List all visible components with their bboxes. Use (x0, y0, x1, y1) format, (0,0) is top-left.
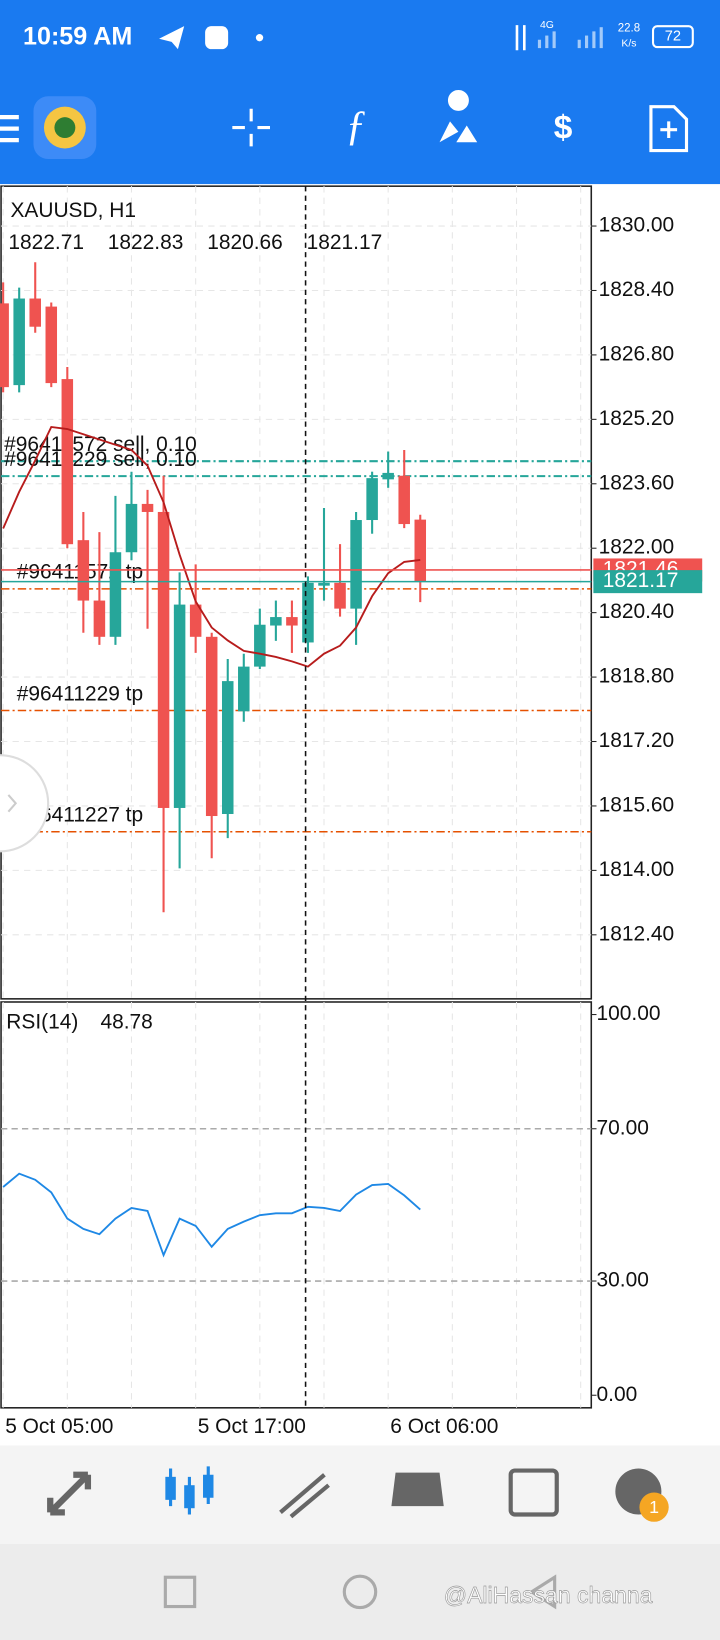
y-tick-label: 30.00 (597, 1269, 649, 1292)
candle-body (13, 298, 25, 386)
candle-body (125, 503, 138, 553)
candle-body (254, 624, 266, 667)
y-tick-label: 1817.20 (599, 729, 675, 752)
y-tick-label: 1826.80 (599, 342, 675, 365)
candle-body (45, 306, 58, 384)
candle-body (173, 604, 186, 808)
candle-body (398, 475, 410, 525)
candle-body (414, 519, 427, 582)
bid-badge (593, 570, 703, 594)
ohlc-high: 1822.83 (108, 231, 184, 254)
indicators-button[interactable]: ƒ (345, 103, 366, 149)
objects-button[interactable] (439, 89, 478, 143)
history-tab[interactable] (391, 1472, 444, 1507)
y-tick-label: 1823.60 (599, 471, 675, 494)
y-tick-label: 70.00 (597, 1116, 649, 1139)
y-tick-label: 1815.60 (599, 793, 675, 816)
clock: 10:59 AM (23, 22, 132, 50)
price-panel (0, 185, 593, 1000)
bottom-nav (0, 1445, 720, 1544)
candle-body (189, 604, 202, 637)
side-panel-handle[interactable] (0, 754, 50, 853)
candle-body (61, 379, 74, 545)
y-tick-label: 0.00 (597, 1383, 638, 1406)
dot (255, 33, 264, 42)
candle-body (238, 666, 250, 712)
candle-body (141, 503, 154, 512)
toolbar: ƒ $ (0, 89, 689, 159)
rsi-panel (0, 1001, 593, 1409)
candle-body (382, 472, 394, 480)
x-tick-label: 5 Oct 17:00 (198, 1415, 306, 1438)
ohlc-close: 1821.17 (307, 231, 383, 254)
symbol-title: XAUUSD, H1 (10, 199, 136, 222)
candle-body (221, 681, 234, 815)
y-tick-label: 1825.20 (599, 407, 675, 430)
badge-count: 1 (649, 1497, 659, 1517)
new-order-button[interactable] (649, 105, 689, 153)
quotes-tab[interactable] (47, 1471, 92, 1516)
order-label: #96411229 sell, 0.10 (4, 448, 197, 471)
plus (660, 121, 678, 139)
x-tick-label: 5 Oct 05:00 (5, 1415, 113, 1438)
candle-body (93, 600, 106, 637)
rsi-title: RSI(14) (6, 1010, 78, 1033)
ohlc-low: 1820.66 (207, 231, 283, 254)
net-speed-unit: K/s (621, 39, 636, 50)
candle-body (318, 582, 330, 586)
y-tick-label: 1812.40 (599, 922, 675, 945)
net-speed: 22.8 (618, 22, 640, 34)
candle-body (270, 617, 282, 626)
mt-logo-core (54, 117, 76, 139)
y-tick-label: 1820.40 (599, 600, 675, 623)
y-tick-label: 1830.00 (599, 214, 675, 237)
bid-label: 1821.17 (603, 569, 679, 592)
trade-button[interactable]: $ (554, 110, 573, 147)
news-tab[interactable] (508, 1468, 559, 1517)
y-tick-label: 1814.00 (599, 858, 675, 881)
watermark: @AliHassan channa (444, 1582, 653, 1608)
home-button[interactable] (342, 1574, 378, 1610)
x-tick-label: 6 Oct 06:00 (390, 1415, 498, 1438)
y-tick-label: 1818.80 (599, 665, 675, 688)
order-label: #96411229 tp (17, 682, 143, 705)
battery-level: 72 (665, 28, 681, 44)
chevron (7, 794, 18, 813)
moving-average (2, 425, 421, 668)
network-type: 4G (540, 20, 554, 31)
candle-body (205, 636, 218, 817)
candle-body (29, 298, 41, 327)
candle-body (302, 582, 314, 643)
menu-button[interactable] (0, 115, 19, 143)
y-tick-label: 1822.00 (599, 536, 675, 559)
signal-bars (537, 27, 603, 49)
order-label: #96411572 sell, 0.10 (4, 433, 197, 456)
candle-body (334, 582, 346, 609)
recents-button[interactable] (163, 1575, 197, 1609)
app-icon (205, 26, 229, 50)
system-nav (0, 1543, 720, 1640)
candle-body (366, 478, 378, 521)
rsi-line (2, 1172, 421, 1258)
trade-tab[interactable] (279, 1473, 330, 1519)
candle-body (109, 552, 122, 637)
data-arrows (515, 25, 526, 51)
rsi-value: 48.78 (100, 1010, 152, 1033)
y-tick-label: 1828.40 (599, 278, 675, 301)
candle-body (286, 617, 298, 626)
back-button[interactable] (528, 1574, 557, 1610)
battery (651, 25, 694, 49)
ohlc-open: 1822.71 (8, 231, 84, 254)
candle-body (0, 303, 9, 388)
badge (639, 1492, 669, 1522)
candle-body (350, 520, 362, 609)
crosshair-button[interactable] (232, 108, 270, 147)
candle-body (157, 511, 170, 808)
chart-layer: 1830.00 1828.40 1826.80 1825.20 1823.60 1822.… (0, 214, 703, 1438)
telegram-icon (159, 26, 185, 50)
chart-tab[interactable] (165, 1466, 214, 1515)
y-tick-label: 100.00 (597, 1002, 661, 1025)
